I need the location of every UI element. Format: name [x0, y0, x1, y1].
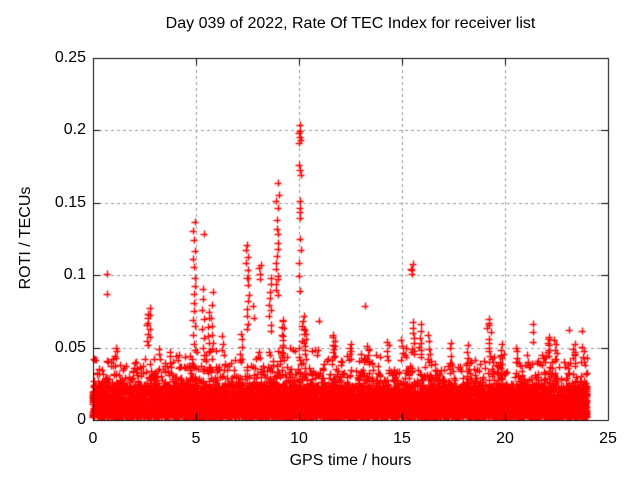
x-tick-label: 5	[191, 430, 201, 447]
y-tick-label: 0.05	[54, 339, 86, 356]
y-tick-label: 0.15	[54, 194, 86, 211]
x-tick-label: 20	[496, 430, 514, 447]
x-tick-label: 15	[393, 430, 411, 447]
x-tick-label: 25	[599, 430, 617, 447]
x-axis-label: GPS time / hours	[289, 452, 412, 469]
y-tick-label: 0	[77, 411, 86, 428]
chart-title: Day 039 of 2022, Rate Of TEC Index for r…	[165, 15, 536, 32]
y-tick-label: 0.1	[63, 266, 86, 283]
x-tick-label: 10	[290, 430, 308, 447]
y-tick-label: 0.2	[63, 121, 86, 138]
y-axis-label: ROTI / TECUs	[17, 186, 34, 290]
y-tick-label: 0.25	[54, 49, 86, 66]
x-tick-label: 0	[88, 430, 98, 447]
